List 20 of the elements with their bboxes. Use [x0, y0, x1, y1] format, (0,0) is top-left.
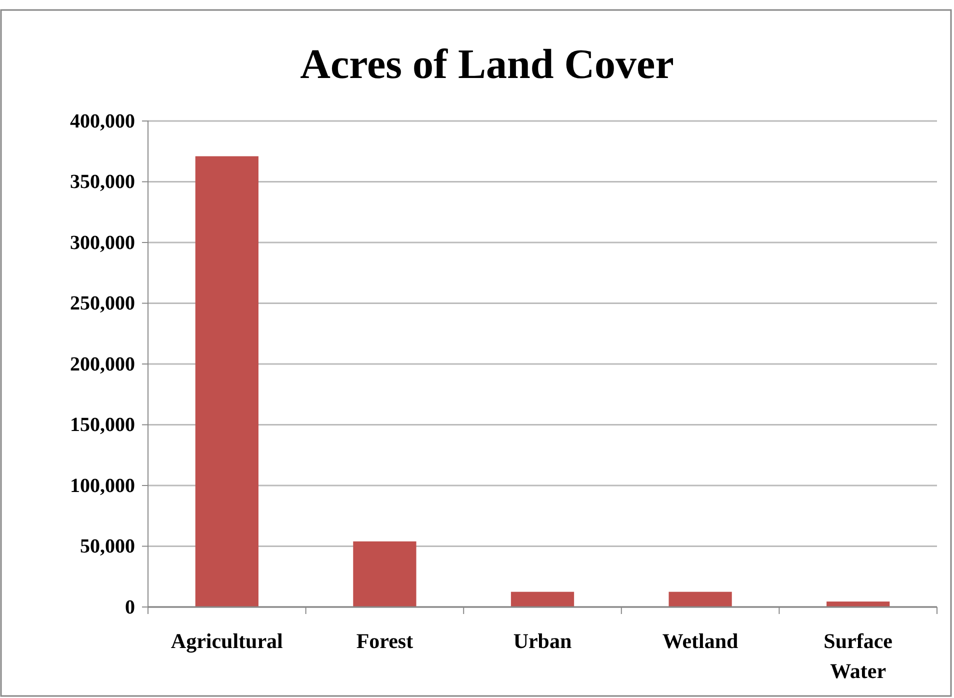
x-tick-label: Urban [513, 629, 572, 653]
y-tick-label: 200,000 [70, 353, 135, 376]
y-tick-label: 300,000 [70, 232, 135, 254]
y-tick-label: 100,000 [70, 474, 135, 497]
bar [826, 602, 890, 607]
bar [510, 592, 574, 607]
chart-title: Acres of Land Cover [300, 42, 674, 88]
y-tick-label: 0 [125, 596, 135, 618]
x-tick-label: Wetland [662, 629, 739, 653]
y-tick-label: 150,000 [70, 414, 135, 436]
x-tick-label: Agricultural [170, 629, 284, 653]
y-tick-label: 400,000 [70, 110, 135, 132]
y-tick-label: 350,000 [70, 171, 135, 194]
x-tick-label: Forest [356, 629, 414, 653]
bar [668, 592, 732, 607]
x-tick-label: Surface Water [824, 629, 893, 683]
bar [195, 156, 258, 607]
y-tick-label: 50,000 [80, 536, 135, 558]
y-tick-label: 250,000 [70, 292, 135, 315]
bar [353, 541, 416, 607]
